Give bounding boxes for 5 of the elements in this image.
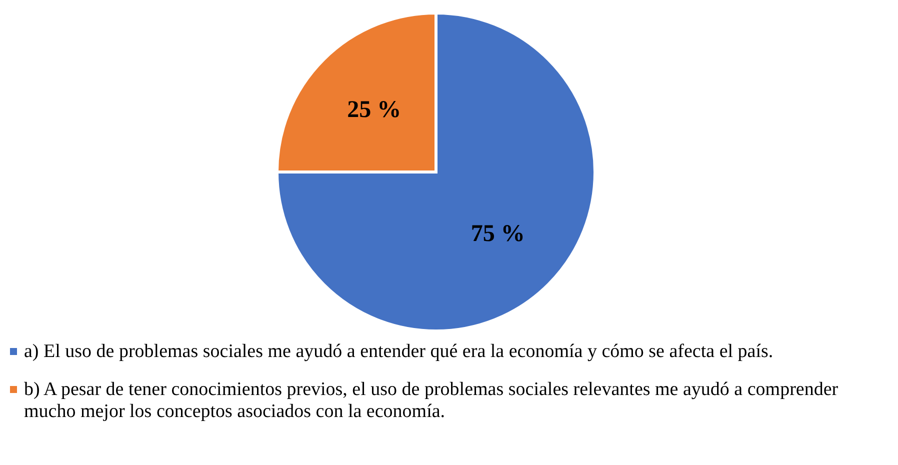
legend-label: b) A pesar de tener conocimientos previos, el uso de problemas sociales relevantes me ayudó a comprender mucho mejor los conceptos asociados con la economía. — [24, 379, 839, 422]
data-label: 25 % — [347, 97, 402, 124]
legend-label: a) El uso de problemas sociales me ayudó a entender qué era la economía y cómo se afecta el país. — [24, 341, 774, 362]
data-label: 75 % — [470, 220, 525, 247]
pie-slice — [276, 12, 596, 332]
